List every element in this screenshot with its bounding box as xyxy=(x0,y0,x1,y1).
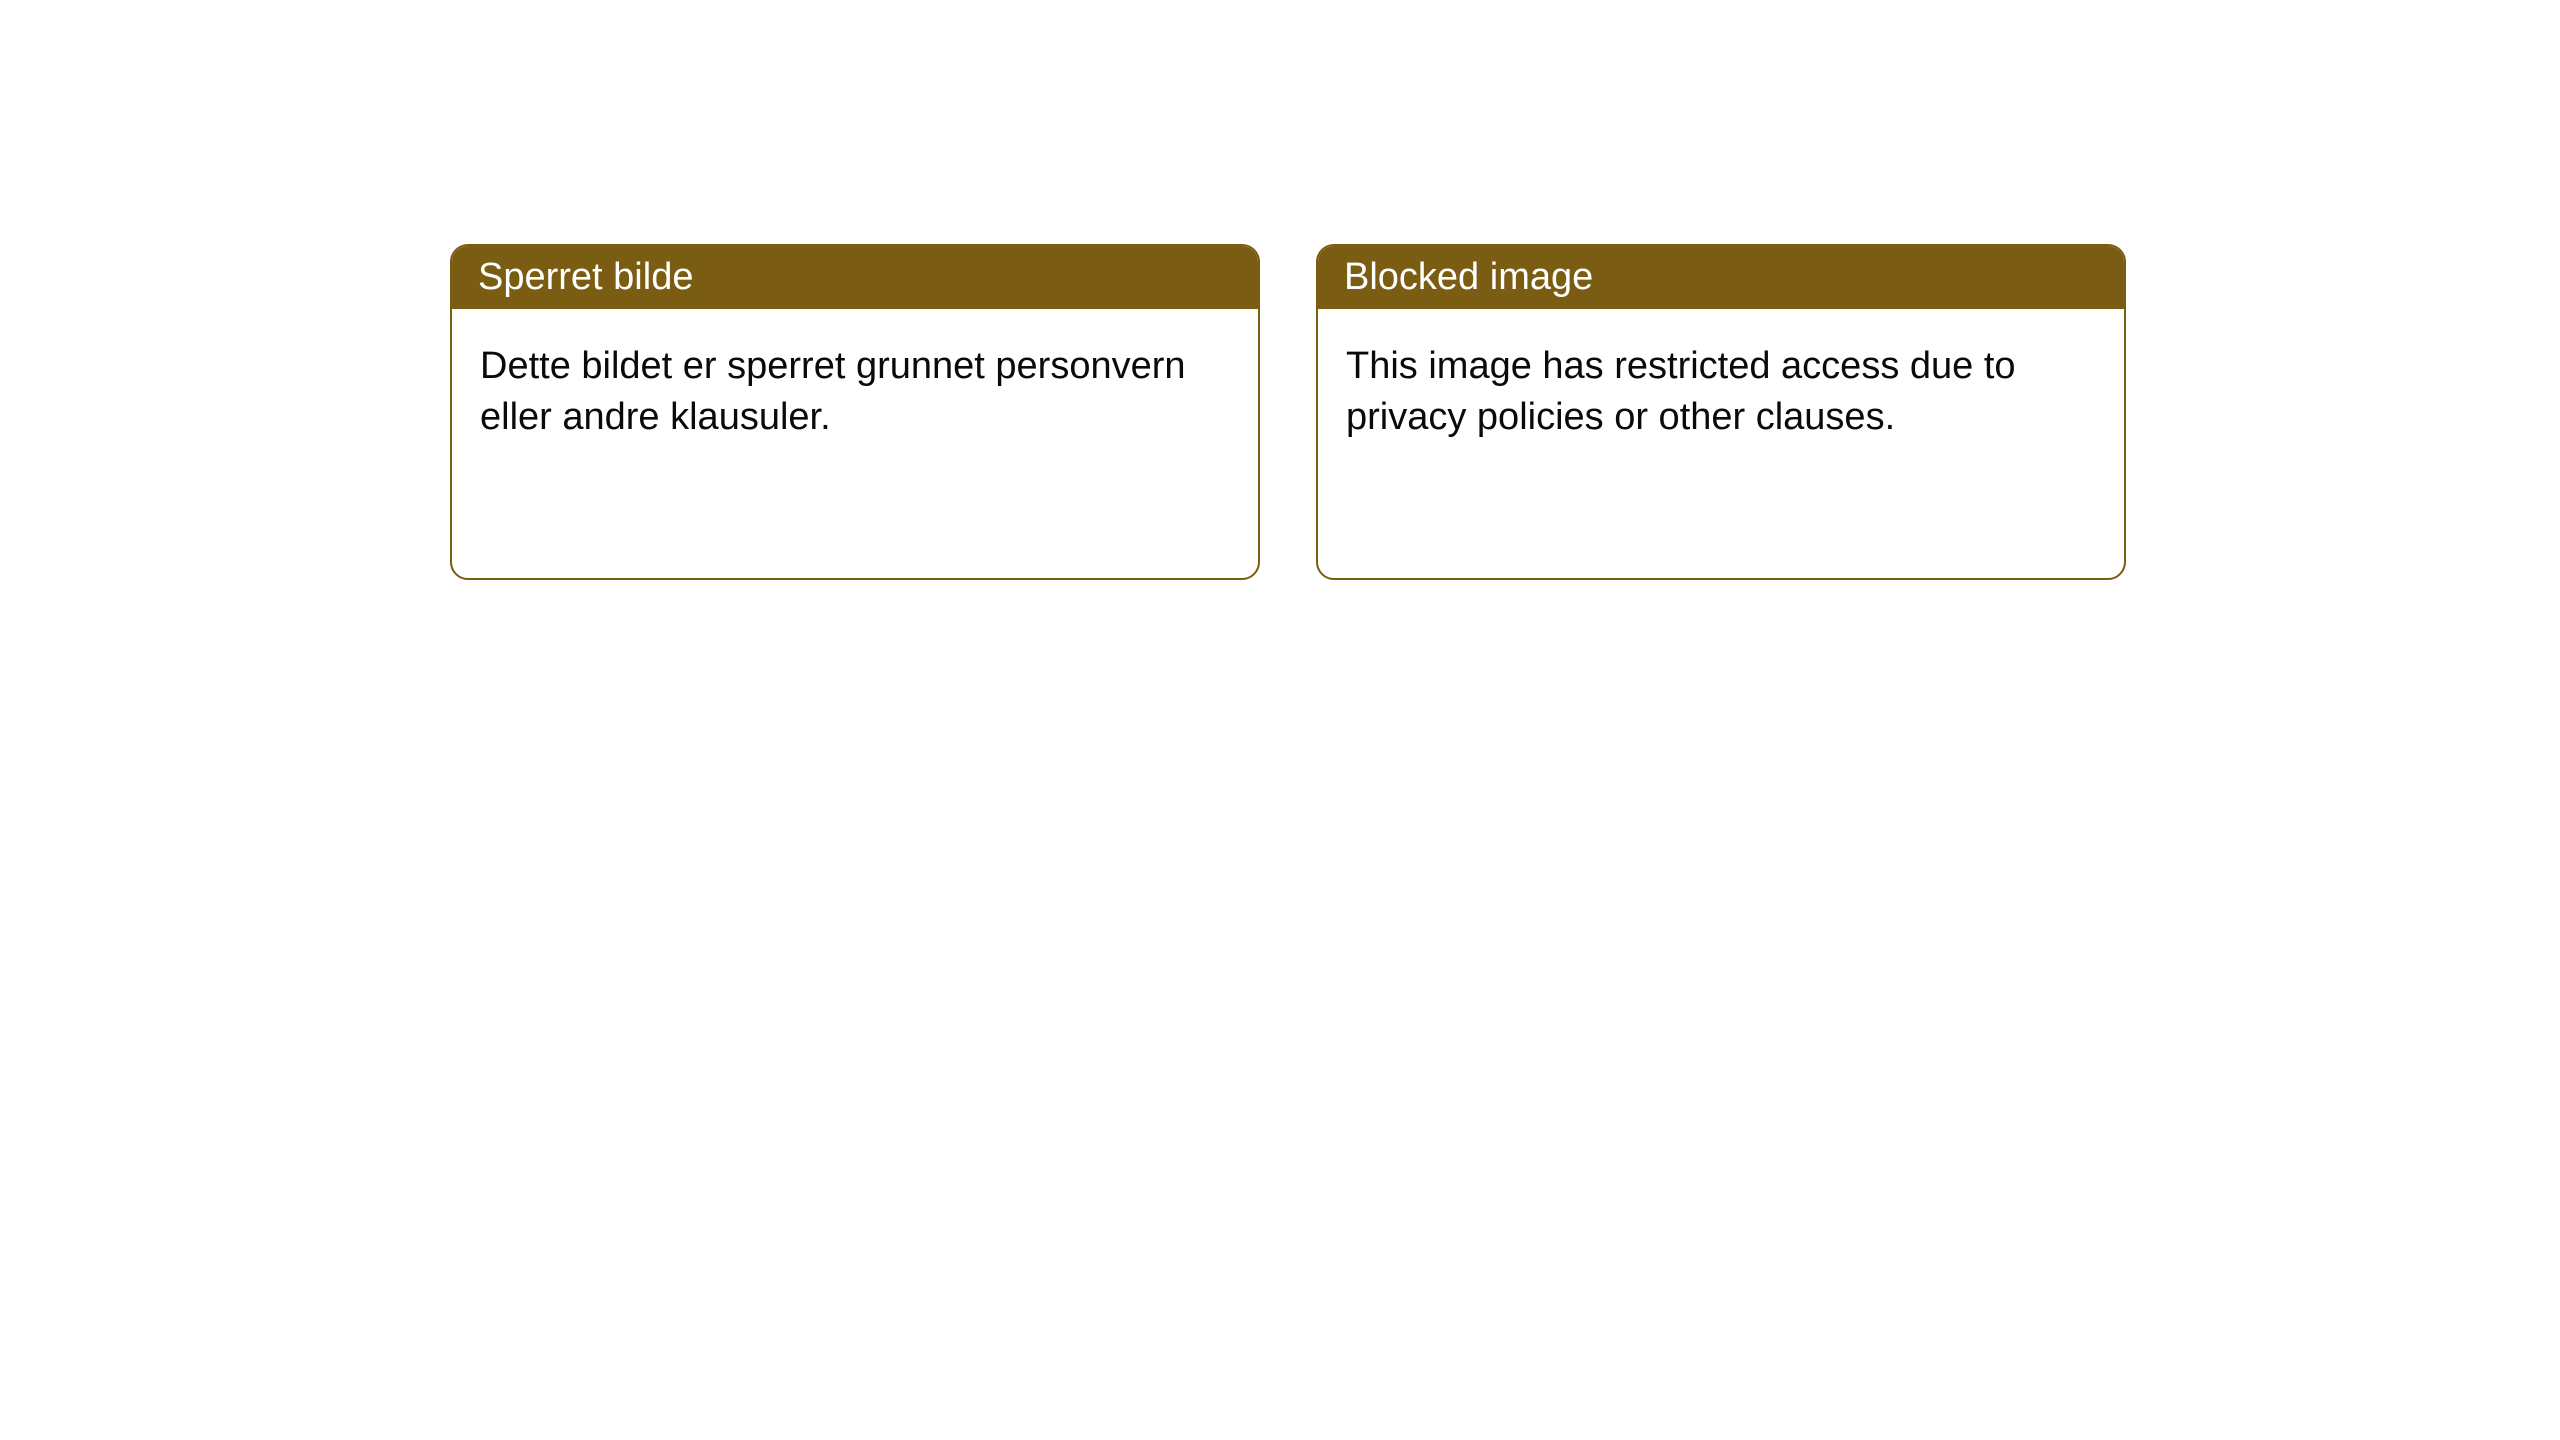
notice-card-english: Blocked image This image has restricted … xyxy=(1316,244,2126,580)
notice-body: This image has restricted access due to … xyxy=(1318,309,2124,476)
notice-header: Sperret bilde xyxy=(452,246,1258,309)
notice-container: Sperret bilde Dette bildet er sperret gr… xyxy=(0,0,2560,580)
notice-title: Blocked image xyxy=(1344,256,1593,298)
notice-message: This image has restricted access due to … xyxy=(1346,345,2016,438)
notice-header: Blocked image xyxy=(1318,246,2124,309)
notice-title: Sperret bilde xyxy=(478,256,693,298)
notice-message: Dette bildet er sperret grunnet personve… xyxy=(480,345,1186,438)
notice-body: Dette bildet er sperret grunnet personve… xyxy=(452,309,1258,476)
notice-card-norwegian: Sperret bilde Dette bildet er sperret gr… xyxy=(450,244,1260,580)
